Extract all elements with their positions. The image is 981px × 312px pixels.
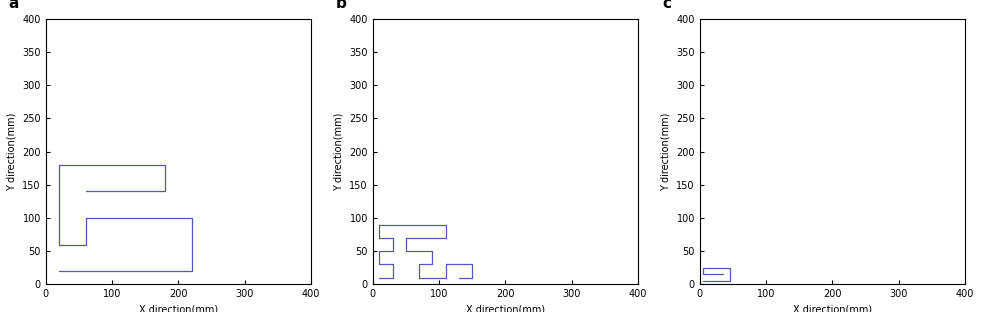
- Text: c: c: [662, 0, 672, 11]
- Y-axis label: Y direction(mm): Y direction(mm): [334, 112, 343, 191]
- X-axis label: X direction(mm): X direction(mm): [466, 305, 545, 312]
- Y-axis label: Y direction(mm): Y direction(mm): [7, 112, 17, 191]
- Y-axis label: Y direction(mm): Y direction(mm): [660, 112, 671, 191]
- X-axis label: X direction(mm): X direction(mm): [793, 305, 872, 312]
- Text: a: a: [9, 0, 19, 11]
- Text: b: b: [336, 0, 346, 11]
- X-axis label: X direction(mm): X direction(mm): [139, 305, 218, 312]
